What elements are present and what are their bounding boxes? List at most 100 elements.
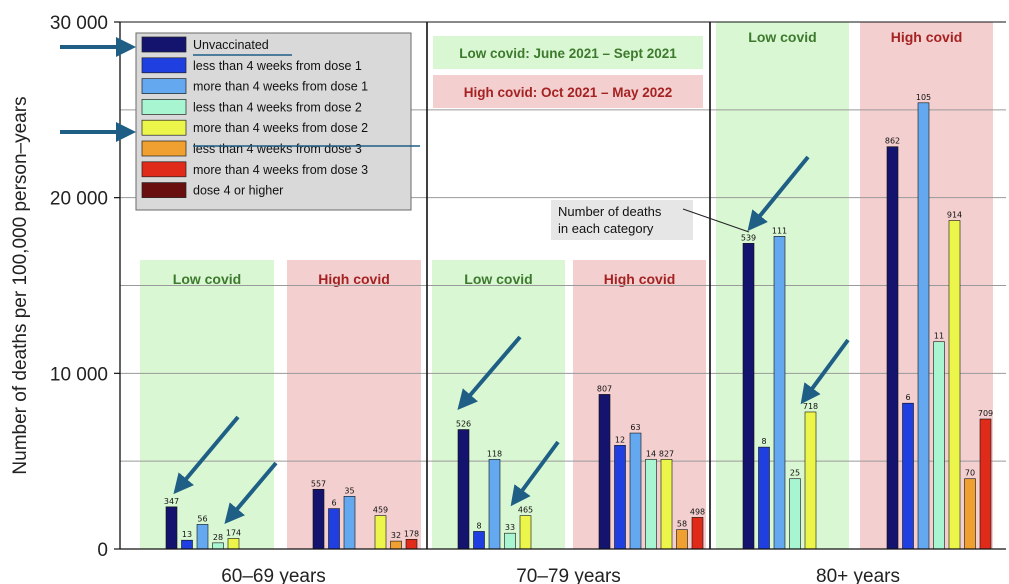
band-label-low-1: Low covid bbox=[464, 271, 532, 287]
annotation-arrow-2 bbox=[173, 415, 240, 495]
bar-g2-p1-s5 bbox=[964, 478, 976, 550]
deaths-label-g0-p1-s5: 32 bbox=[391, 531, 401, 540]
deaths-label-g0-p0-s4: 174 bbox=[226, 528, 241, 537]
note-high-bg bbox=[433, 75, 703, 108]
deaths-label-g0-p1-s6: 178 bbox=[404, 529, 419, 538]
deaths-label-g1-p1-s2: 63 bbox=[630, 423, 640, 432]
bar-g0-p0-s0 bbox=[165, 506, 178, 550]
bar-g2-p0-s4 bbox=[804, 411, 817, 550]
bar-g0-p1-s4 bbox=[374, 515, 387, 550]
x-category-2: 80+ years bbox=[816, 566, 900, 584]
note-high-text: High covid: Oct 2021 – May 2022 bbox=[464, 85, 673, 100]
bar-g0-p1-s6 bbox=[405, 539, 418, 550]
bar-g0-p1-s0 bbox=[312, 488, 325, 550]
deaths-label-g0-p0-s1: 13 bbox=[182, 530, 192, 539]
deaths-label-g2-p0-s4: 718 bbox=[803, 402, 818, 411]
legend-swatch-1 bbox=[141, 57, 187, 74]
legend-swatch-6 bbox=[141, 161, 187, 178]
annotation-arrows bbox=[60, 37, 850, 525]
deaths-label-g1-p0-s2: 118 bbox=[487, 449, 502, 458]
bar-g1-p1-s4 bbox=[660, 459, 673, 550]
legend-label-3: less than 4 weeks from dose 2 bbox=[193, 100, 362, 114]
period-notes: Low covid: June 2021 – Sept 2021 High cov… bbox=[433, 36, 750, 240]
annotation-arrow-6 bbox=[747, 155, 810, 232]
bar-g1-p1-s5 bbox=[676, 529, 688, 550]
annotation-arrow-3 bbox=[224, 461, 278, 525]
legend-swatch-4 bbox=[141, 119, 187, 136]
note-low-text: Low covid: June 2021 – Sept 2021 bbox=[459, 46, 677, 61]
y-axis-title: Number of deaths per 100,000 person–year… bbox=[10, 96, 31, 474]
bar-g0-p1-s2 bbox=[343, 495, 356, 550]
legend-label-4: more than 4 weeks from dose 2 bbox=[193, 121, 368, 135]
band-label-high-1: High covid bbox=[604, 271, 676, 287]
bar-g2-p1-s6 bbox=[979, 418, 992, 550]
legend-swatch-7 bbox=[141, 182, 187, 198]
annotation-arrow-5 bbox=[510, 440, 560, 507]
note-low-bg bbox=[433, 36, 703, 69]
legend-swatch-5 bbox=[141, 140, 187, 157]
legend-label-6: more than 4 weeks from dose 3 bbox=[193, 163, 368, 177]
y-tick-label-3: 30 000 bbox=[50, 13, 108, 34]
legend-swatch-2 bbox=[141, 78, 187, 94]
legend-label-0: Unvaccinated bbox=[193, 38, 269, 52]
deaths-label-g2-p1-s1: 6 bbox=[905, 393, 910, 402]
bar-g2-p1-s3 bbox=[933, 341, 945, 550]
x-category-0: 60–69 years bbox=[221, 566, 326, 584]
deaths-label-g2-p0-s3: 25 bbox=[790, 469, 800, 478]
bar-g1-p0-s2 bbox=[488, 459, 501, 550]
band-label-low-0: Low covid bbox=[173, 271, 241, 287]
deaths-label-g2-p1-s5: 70 bbox=[965, 469, 975, 478]
deaths-label-g2-p1-s0: 862 bbox=[885, 137, 900, 146]
bar-g2-p0-s1 bbox=[758, 446, 770, 550]
deaths-label-g0-p1-s0: 557 bbox=[311, 479, 326, 488]
deaths-label-g1-p1-s6: 498 bbox=[690, 507, 705, 516]
annotation-line-1: in each category bbox=[558, 221, 654, 236]
y-tick-label-1: 10 000 bbox=[50, 364, 108, 385]
bar-g2-p1-s0 bbox=[886, 146, 899, 550]
bar-g1-p0-s4 bbox=[519, 515, 532, 550]
bar-g0-p1-s1 bbox=[328, 508, 340, 550]
deaths-label-g0-p1-s4: 459 bbox=[373, 506, 388, 515]
legend-label-1: less than 4 weeks from dose 1 bbox=[193, 59, 362, 73]
bar-g2-p1-s4 bbox=[948, 220, 961, 550]
bar-g1-p1-s1 bbox=[614, 445, 626, 550]
deaths-label-g1-p1-s3: 14 bbox=[646, 449, 656, 458]
band-label-high-2: High covid bbox=[891, 29, 963, 45]
annotation-leader bbox=[682, 208, 750, 233]
legend-label-5: less than 4 weeks from dose 3 bbox=[193, 142, 362, 156]
deaths-label-g0-p1-s1: 6 bbox=[331, 499, 336, 508]
deaths-label-g1-p0-s0: 526 bbox=[456, 420, 471, 429]
band-low-covid-0 bbox=[140, 260, 274, 549]
bar-g1-p1-s2 bbox=[629, 432, 642, 550]
bar-g1-p0-s3 bbox=[504, 532, 516, 550]
y-tick-label-2: 20 000 bbox=[50, 189, 108, 210]
annotation-arrow-7 bbox=[800, 338, 850, 405]
legend-label-2: more than 4 weeks from dose 1 bbox=[193, 80, 368, 94]
bar-g1-p1-s3 bbox=[645, 459, 657, 550]
bar-g2-p1-s1 bbox=[902, 402, 914, 550]
bar-g0-p0-s2 bbox=[196, 524, 209, 550]
bar-g2-p0-s3 bbox=[789, 478, 801, 550]
deaths-label-g0-p0-s3: 28 bbox=[213, 533, 223, 542]
deaths-label-g2-p1-s3: 11 bbox=[934, 332, 944, 341]
deaths-label-g2-p1-s6: 709 bbox=[978, 409, 993, 418]
deaths-label-g0-p0-s2: 56 bbox=[197, 514, 207, 523]
annotation-arrow-4 bbox=[457, 335, 522, 411]
y-tick-label-0: 0 bbox=[97, 540, 108, 561]
legend-swatch-0 bbox=[141, 36, 187, 53]
annotation-line-0: Number of deaths bbox=[558, 204, 662, 219]
band-label-high-0: High covid bbox=[318, 271, 390, 287]
deaths-label-g0-p1-s2: 35 bbox=[344, 486, 354, 495]
bar-g2-p0-s0 bbox=[742, 243, 755, 550]
deaths-label-g2-p0-s1: 8 bbox=[761, 437, 766, 446]
band-label-low-2: Low covid bbox=[748, 29, 816, 45]
legend-swatch-3 bbox=[141, 99, 187, 115]
bar-g1-p0-s0 bbox=[457, 429, 470, 550]
deaths-label-g2-p0-s2: 111 bbox=[772, 226, 787, 235]
deaths-label-g1-p1-s1: 12 bbox=[615, 435, 625, 444]
bar-g0-p0-s3 bbox=[212, 542, 224, 550]
annotation-box bbox=[551, 200, 693, 240]
deaths-label-g1-p1-s4: 827 bbox=[659, 449, 674, 458]
